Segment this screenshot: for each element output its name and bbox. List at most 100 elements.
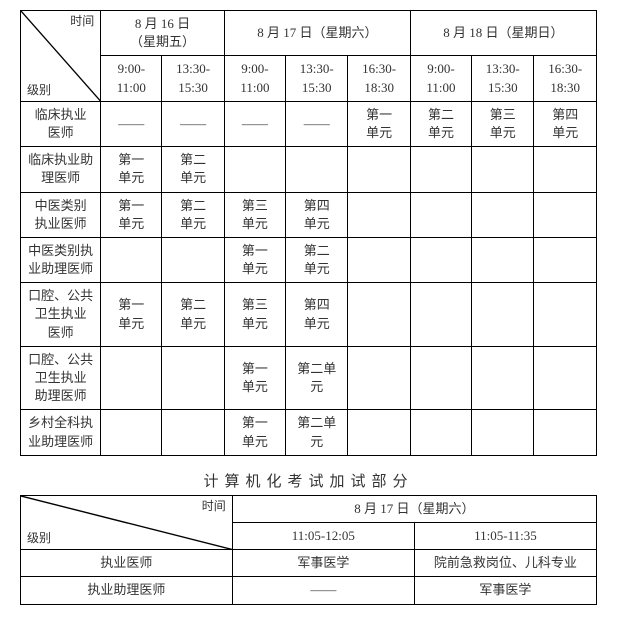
diag-header-extra: 时间 级别 [21, 495, 233, 549]
cell [534, 237, 597, 282]
day-header: 8 月 16 日（星期五） [101, 11, 225, 56]
cell: 第一单元 [101, 283, 162, 347]
cell [410, 410, 471, 455]
cell: 第一单元 [101, 147, 162, 192]
diag-header-main: 时间 级别 [21, 11, 101, 102]
time-header: 16:30-18:30 [534, 56, 597, 101]
diag-top-label: 时间 [202, 498, 226, 515]
time-header: 9:00-11:00 [101, 56, 162, 101]
table-row: 中医类别执业助理医师 第一单元 第二单元 [21, 237, 597, 282]
cell [348, 346, 410, 410]
cell [472, 237, 534, 282]
time-header: 13:30-15:30 [162, 56, 224, 101]
cell [410, 283, 471, 347]
cell: 第二单元 [162, 192, 224, 237]
day-header: 8 月 17 日（星期六） [224, 11, 410, 56]
cell: —— [224, 101, 285, 146]
cell [162, 346, 224, 410]
cell [162, 410, 224, 455]
cell: 第三单元 [472, 101, 534, 146]
cell: 第二单元 [286, 346, 348, 410]
cell: 第二单元 [162, 147, 224, 192]
row-label: 执业助理医师 [21, 577, 233, 604]
cell [534, 346, 597, 410]
cell: —— [101, 101, 162, 146]
cell [101, 237, 162, 282]
section-title: 计算机化考试加试部分 [20, 470, 597, 491]
table-row: 执业医师 军事医学 院前急救岗位、儿科专业 [21, 550, 597, 577]
cell: 第二单元 [410, 101, 471, 146]
row-label: 中医类别执业助理医师 [21, 237, 101, 282]
cell [224, 147, 285, 192]
cell [472, 283, 534, 347]
time-header: 11:05-11:35 [414, 522, 596, 549]
schedule-table-main: 时间 级别 8 月 16 日（星期五） 8 月 17 日（星期六） 8 月 18… [20, 10, 597, 456]
cell [410, 147, 471, 192]
row-label: 乡村全科执业助理医师 [21, 410, 101, 455]
cell [410, 192, 471, 237]
cell: 第一单元 [101, 192, 162, 237]
cell: 第三单元 [224, 283, 285, 347]
row-label: 口腔、公共卫生执业助理医师 [21, 346, 101, 410]
cell: 军事医学 [414, 577, 596, 604]
table-row: 执业助理医师 —— 军事医学 [21, 577, 597, 604]
cell: 第二单元 [286, 410, 348, 455]
cell: —— [162, 101, 224, 146]
table-row: 口腔、公共卫生执业助理医师 第一单元 第二单元 [21, 346, 597, 410]
cell [472, 410, 534, 455]
cell [534, 283, 597, 347]
cell: —— [286, 101, 348, 146]
cell [101, 410, 162, 455]
cell: 第一单元 [224, 346, 285, 410]
diag-bottom-label: 级别 [27, 82, 51, 99]
table-row: 临床执业助理医师 第一单元 第二单元 [21, 147, 597, 192]
time-header: 13:30-15:30 [472, 56, 534, 101]
diag-top-label: 时间 [70, 13, 94, 30]
cell [348, 283, 410, 347]
cell [472, 192, 534, 237]
cell: 第四单元 [286, 283, 348, 347]
cell: —— [232, 577, 414, 604]
table-row: 临床执业医师 —— —— —— —— 第一单元 第二单元 第三单元 第四单元 [21, 101, 597, 146]
cell [348, 410, 410, 455]
schedule-table-extra: 时间 级别 8 月 17 日（星期六） 11:05-12:05 11:05-11… [20, 495, 597, 605]
cell [348, 237, 410, 282]
cell [534, 147, 597, 192]
diag-bottom-label: 级别 [27, 530, 51, 547]
cell [348, 192, 410, 237]
time-header: 13:30-15:30 [286, 56, 348, 101]
cell: 第一单元 [224, 237, 285, 282]
cell: 军事医学 [232, 550, 414, 577]
time-header: 9:00-11:00 [224, 56, 285, 101]
day-header: 8 月 17 日（星期六） [232, 495, 596, 522]
cell [410, 237, 471, 282]
time-header: 11:05-12:05 [232, 522, 414, 549]
row-label: 口腔、公共卫生执业医师 [21, 283, 101, 347]
cell: 第二单元 [286, 237, 348, 282]
cell [410, 346, 471, 410]
day-header: 8 月 18 日（星期日） [410, 11, 596, 56]
cell [534, 410, 597, 455]
row-label: 临床执业医师 [21, 101, 101, 146]
cell: 第一单元 [224, 410, 285, 455]
row-label: 临床执业助理医师 [21, 147, 101, 192]
row-label: 执业医师 [21, 550, 233, 577]
time-header: 16:30-18:30 [348, 56, 410, 101]
cell [472, 147, 534, 192]
table-row: 中医类别执业医师 第一单元 第二单元 第三单元 第四单元 [21, 192, 597, 237]
cell: 第四单元 [286, 192, 348, 237]
cell: 第三单元 [224, 192, 285, 237]
cell [472, 346, 534, 410]
cell: 院前急救岗位、儿科专业 [414, 550, 596, 577]
cell: 第四单元 [534, 101, 597, 146]
table-row: 口腔、公共卫生执业医师 第一单元 第二单元 第三单元 第四单元 [21, 283, 597, 347]
cell [101, 346, 162, 410]
cell [162, 237, 224, 282]
table-row: 乡村全科执业助理医师 第一单元 第二单元 [21, 410, 597, 455]
row-label: 中医类别执业医师 [21, 192, 101, 237]
cell [534, 192, 597, 237]
cell [286, 147, 348, 192]
cell: 第一单元 [348, 101, 410, 146]
time-header: 9:00-11:00 [410, 56, 471, 101]
cell [348, 147, 410, 192]
